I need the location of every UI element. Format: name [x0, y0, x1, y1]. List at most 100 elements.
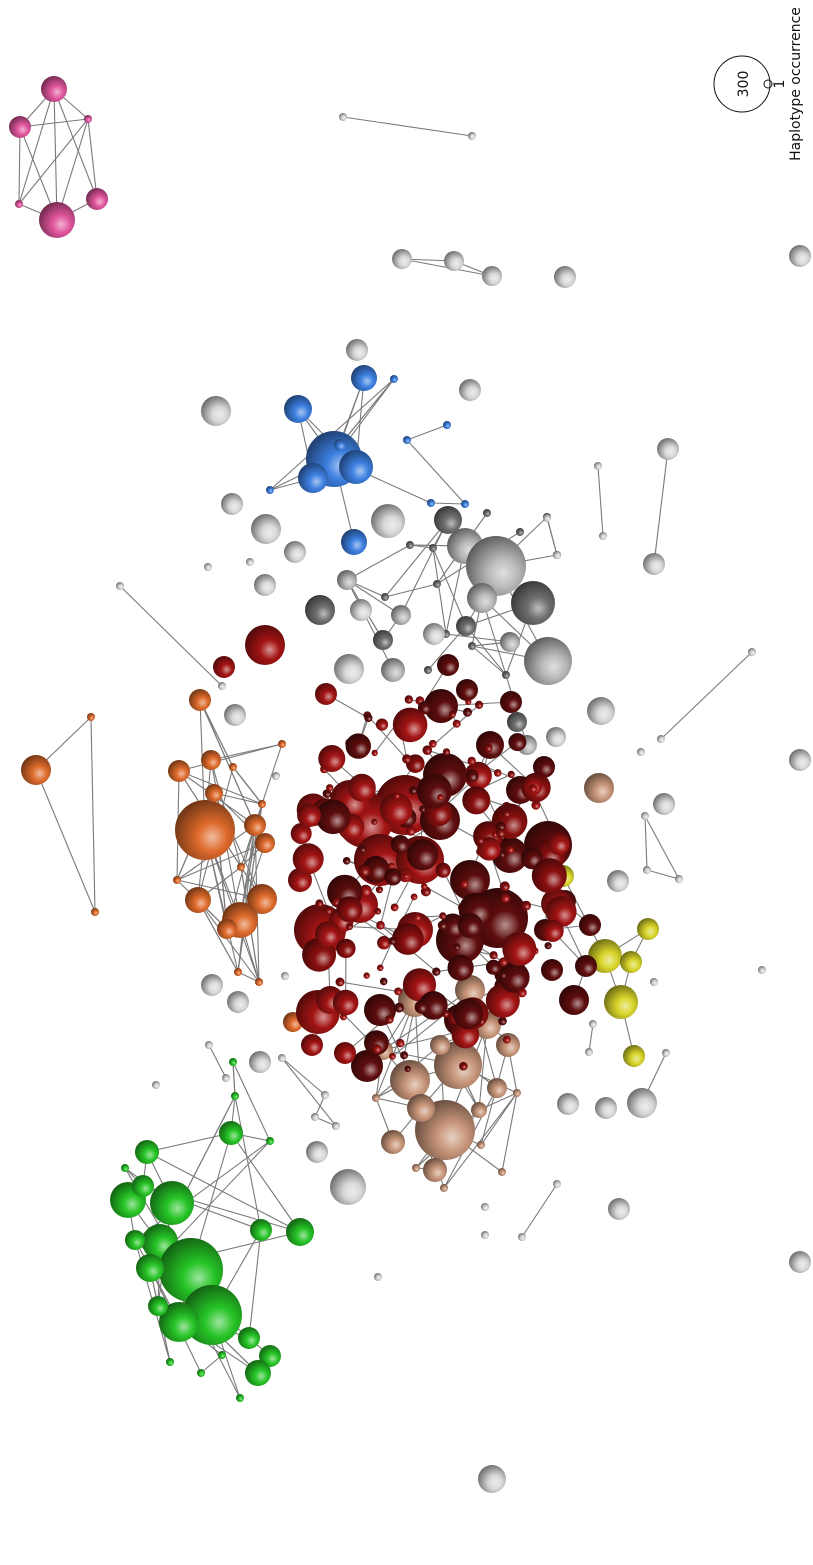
white-haplotype-node: [789, 749, 811, 771]
red-haplotype-node: [358, 845, 367, 854]
network-edge: [281, 1057, 326, 1096]
red-haplotype-node: [442, 748, 451, 756]
white-haplotype-node: [306, 1141, 328, 1163]
red-haplotype-node: [492, 837, 528, 873]
red-haplotype-node: [290, 823, 312, 844]
red-haplotype-node: [388, 937, 397, 945]
red-haplotype-node: [390, 835, 410, 854]
white-haplotype-node: [481, 1203, 489, 1211]
network-edge: [546, 517, 558, 556]
red-haplotype-node: [498, 1016, 507, 1026]
white-haplotype-node: [227, 991, 249, 1013]
network-edge: [19, 118, 89, 128]
network-edge: [644, 815, 648, 871]
network-edge: [18, 88, 55, 205]
red-haplotype-node: [389, 1052, 396, 1060]
white-haplotype-node: [643, 553, 665, 575]
tan-haplotype-node: [455, 975, 485, 1005]
network-edge: [432, 547, 447, 635]
red-haplotype-node: [459, 1061, 468, 1071]
gray-haplotype-node: [406, 541, 414, 549]
orange-haplotype-node: [87, 713, 95, 721]
red-haplotype-node: [336, 938, 356, 959]
white-haplotype-node: [204, 563, 212, 571]
network-edge: [87, 118, 98, 200]
red-haplotype-node: [406, 826, 416, 836]
red-haplotype-node: [422, 745, 433, 755]
red-haplotype-node: [493, 769, 502, 777]
orange-haplotype-node: [217, 919, 237, 939]
white-haplotype-node: [589, 1020, 597, 1028]
white-haplotype-node: [222, 1074, 230, 1082]
tan-haplotype-node: [584, 773, 614, 803]
white-haplotype-node: [334, 654, 364, 684]
tan-haplotype-node: [513, 1089, 521, 1097]
network-edge: [232, 1061, 271, 1142]
red-haplotype-node: [416, 773, 452, 809]
tan-haplotype-node: [477, 1141, 485, 1149]
red-haplotype-node: [326, 784, 334, 792]
network-edge: [384, 583, 438, 598]
red-haplotype-node: [437, 794, 444, 801]
magenta-haplotype-node: [84, 115, 92, 123]
gray-haplotype-node: [456, 616, 476, 636]
red-haplotype-node: [371, 749, 378, 757]
orange-haplotype-node: [168, 760, 190, 782]
network-edge: [339, 981, 399, 992]
red-haplotype-node: [414, 1000, 429, 1014]
green-haplotype-node: [229, 1058, 237, 1066]
red-haplotype-node: [371, 818, 378, 825]
white-haplotype-node: [675, 875, 683, 883]
gray-haplotype-node: [434, 506, 462, 534]
orange-haplotype-node: [244, 814, 266, 836]
network-edge: [178, 743, 283, 772]
red-haplotype-node: [324, 906, 333, 915]
white-haplotype-node: [481, 1231, 489, 1239]
tan-haplotype-node: [430, 1035, 450, 1055]
network-edge: [197, 899, 260, 983]
red-haplotype-node: [318, 745, 346, 772]
network-edge: [443, 1092, 518, 1189]
white-haplotype-node: [423, 623, 445, 645]
network-edge: [445, 633, 511, 643]
red-haplotype-node: [499, 881, 510, 892]
green-haplotype-node: [136, 1254, 164, 1282]
white-haplotype-node: [657, 735, 665, 743]
red-haplotype-node: [547, 832, 570, 855]
white-haplotype-node: [641, 812, 649, 820]
green-haplotype-node: [238, 1327, 260, 1349]
red-haplotype-node: [301, 1034, 323, 1056]
magenta-haplotype-node: [9, 116, 31, 138]
red-haplotype-node: [362, 855, 390, 884]
red-haplotype-node: [437, 654, 459, 676]
white-haplotype-node: [332, 1122, 340, 1130]
red-haplotype-node: [346, 923, 353, 931]
white-haplotype-node: [339, 113, 347, 121]
blue-haplotype-node: [341, 529, 367, 555]
red-haplotype-node: [374, 908, 382, 915]
red-haplotype-node: [465, 769, 479, 783]
red-haplotype-node: [476, 836, 485, 845]
red-haplotype-node: [421, 883, 428, 890]
green-haplotype-node: [266, 1137, 274, 1145]
red-haplotype-node: [409, 786, 418, 795]
white-haplotype-node: [543, 514, 551, 522]
legend-small-circle: [763, 79, 773, 89]
network-edge: [199, 699, 256, 826]
orange-haplotype-node: [175, 800, 235, 860]
network-edge: [406, 439, 466, 505]
tan-haplotype-node: [487, 1078, 507, 1098]
white-haplotype-node: [650, 978, 658, 986]
gray-haplotype-node: [507, 712, 527, 732]
red-haplotype-node: [385, 1015, 394, 1024]
white-haplotype-node: [284, 541, 306, 563]
red-haplotype-node: [499, 971, 507, 979]
white-haplotype-node: [224, 704, 246, 726]
red-haplotype-node: [400, 1051, 409, 1060]
white-haplotype-node: [627, 1088, 657, 1118]
white-haplotype-node: [281, 972, 289, 980]
network-edge: [588, 1023, 594, 1053]
red-haplotype-node: [531, 858, 567, 894]
blue-haplotype-node: [427, 499, 435, 507]
magenta-haplotype-node: [86, 188, 108, 210]
